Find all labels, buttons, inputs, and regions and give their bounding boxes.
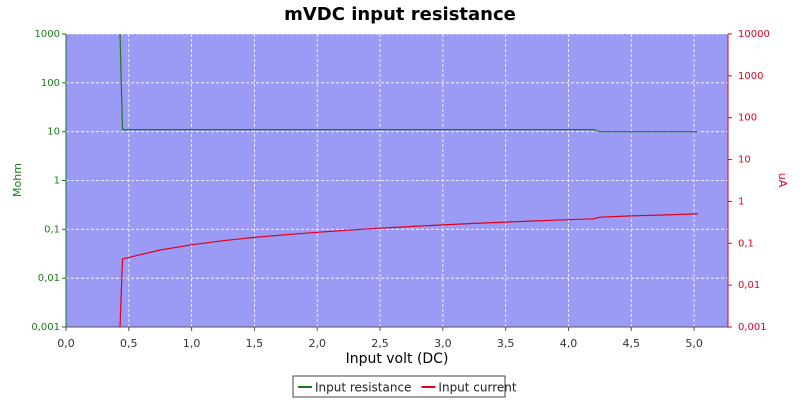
x-tick-label: 0,5: [120, 337, 138, 350]
x-tick-label: 2,5: [371, 337, 389, 350]
y2-tick-label: 10: [738, 155, 751, 166]
x-tick-label: 4,5: [623, 337, 641, 350]
x-tick-label: 1,0: [183, 337, 201, 350]
chart-title: mVDC input resistance: [284, 4, 516, 25]
y2-tick-label: 100: [738, 113, 757, 124]
x-tick-label: 1,5: [246, 337, 264, 350]
y-tick-label: 1000: [35, 29, 60, 40]
y-tick-label: 0,01: [38, 273, 60, 284]
y2-tick-label: 0,1: [738, 238, 754, 249]
series-line: [119, 213, 698, 328]
legend-label: Input current: [438, 381, 516, 395]
y2-tick-label: 0,001: [738, 322, 767, 333]
legend: [292, 375, 506, 398]
y-tick-label: 100: [41, 78, 60, 89]
y-tick-label: 0,1: [44, 224, 60, 235]
y-axis-label: Mohm: [11, 163, 24, 197]
legend-label: Input resistance: [315, 381, 411, 395]
y2-tick-label: 1000: [738, 71, 763, 82]
y-tick-label: 10: [47, 127, 60, 138]
y2-axis-label: uA: [776, 173, 789, 188]
series-line: [119, 33, 698, 133]
y-tick-label: 0,001: [31, 322, 60, 333]
x-tick-label: 0,0: [57, 337, 75, 350]
y2-tick-label: 10000: [738, 29, 770, 40]
x-axis-label: Input volt (DC): [346, 351, 449, 367]
x-tick-label: 2,0: [308, 337, 326, 350]
x-tick-label: 4,0: [560, 337, 578, 350]
x-tick-label: 3,0: [434, 337, 452, 350]
y-tick-label: 1: [54, 176, 60, 187]
x-tick-label: 5,0: [685, 337, 703, 350]
y2-tick-label: 1: [738, 196, 744, 207]
x-tick-label: 3,5: [497, 337, 515, 350]
y2-tick-label: 0,01: [738, 280, 760, 291]
